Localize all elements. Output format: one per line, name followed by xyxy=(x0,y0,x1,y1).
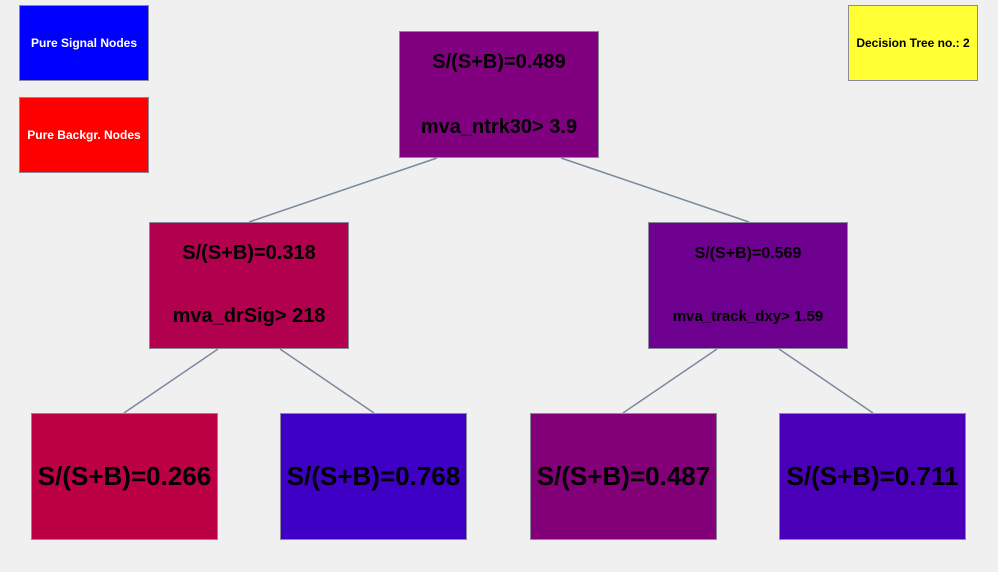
edge-root-right xyxy=(560,157,750,223)
leaf-node: S/(S+B)=0.266 xyxy=(31,413,218,540)
right-node: S/(S+B)=0.569 mva_track_dxy> 1.59 xyxy=(648,222,848,349)
legend-signal-label: Pure Signal Nodes xyxy=(30,36,138,50)
tree-number-box: Decision Tree no.: 2 xyxy=(848,5,978,81)
leaf-node-purity: S/(S+B)=0.768 xyxy=(286,461,461,491)
legend-background-label: Pure Backgr. Nodes xyxy=(27,128,141,142)
leaf-node-purity: S/(S+B)=0.711 xyxy=(786,461,959,491)
legend-signal-box: Pure Signal Nodes xyxy=(19,5,149,81)
leaf-node: S/(S+B)=0.711 xyxy=(779,413,966,540)
right-node-cut: mva_track_dxy> 1.59 xyxy=(672,308,824,325)
root-node-purity: S/(S+B)=0.489 xyxy=(432,51,566,73)
left-node-purity: S/(S+B)=0.318 xyxy=(182,242,316,264)
root-node-cut: mva_ntrk30> 3.9 xyxy=(420,116,578,138)
tree-number-label: Decision Tree no.: 2 xyxy=(856,36,970,50)
legend-background-box: Pure Backgr. Nodes xyxy=(19,97,149,173)
right-node-purity: S/(S+B)=0.569 xyxy=(694,245,802,262)
left-node: S/(S+B)=0.318 mva_drSig> 218 xyxy=(149,222,349,349)
left-node-cut: mva_drSig> 218 xyxy=(172,305,326,327)
edge-right-leaf4 xyxy=(778,348,874,414)
edge-right-leaf3 xyxy=(622,348,718,414)
edge-left-leaf2 xyxy=(279,348,375,414)
leaf-node: S/(S+B)=0.768 xyxy=(280,413,467,540)
leaf-node: S/(S+B)=0.487 xyxy=(530,413,717,540)
leaf-node-purity: S/(S+B)=0.487 xyxy=(536,461,711,491)
leaf-node-purity: S/(S+B)=0.266 xyxy=(37,461,212,491)
edge-left-leaf1 xyxy=(123,348,219,414)
root-node: S/(S+B)=0.489 mva_ntrk30> 3.9 xyxy=(399,31,599,158)
edge-root-left xyxy=(248,157,438,223)
